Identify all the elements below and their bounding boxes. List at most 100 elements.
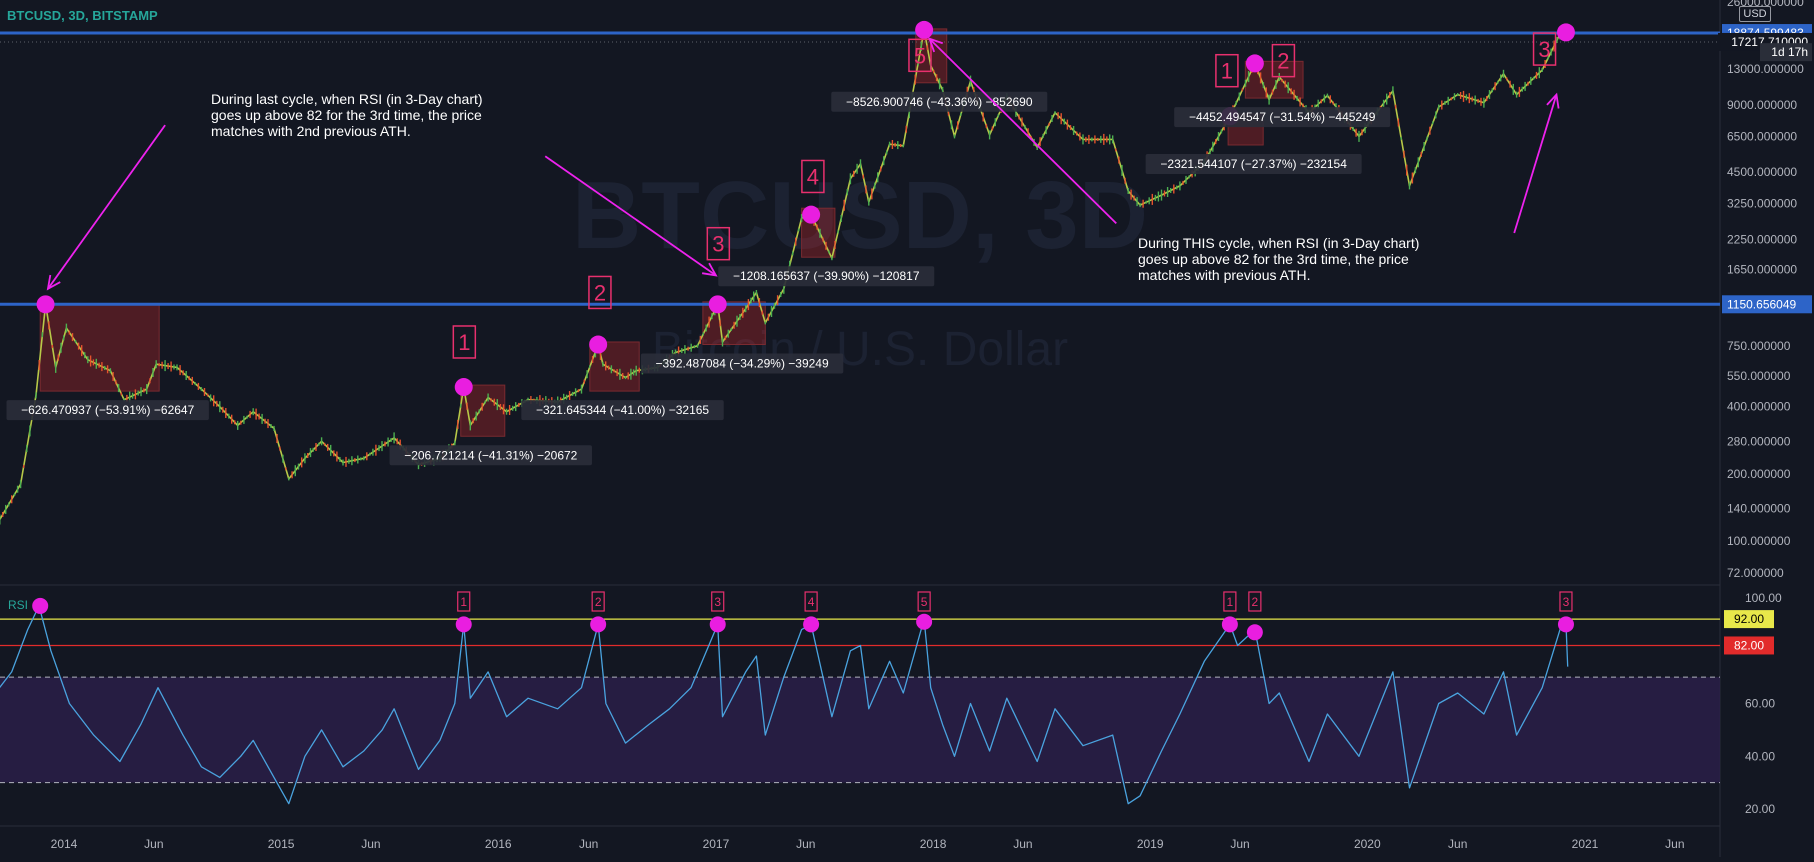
currency-badge[interactable]: USD <box>1739 6 1771 22</box>
time-axis-tick: 2020 <box>1354 837 1381 851</box>
rsi-peak-marker <box>916 613 933 630</box>
rsi-count-text: 3 <box>714 595 721 609</box>
price-axis-tick: 13000.000000 <box>1727 62 1804 76</box>
time-axis-tick: Jun <box>1665 837 1684 851</box>
price-tag-text: 1d 17h <box>1771 45 1808 59</box>
drawdown-label-bg <box>1174 107 1391 128</box>
count-label-box <box>1271 43 1296 78</box>
rsi-count-box <box>457 591 471 612</box>
drawdown-label: −8526.900746 (−43.36%) −852690 <box>846 95 1033 109</box>
drawdown-label-bg <box>521 400 724 421</box>
rsi-level-badge-text: 92.00 <box>1734 612 1764 626</box>
ath-peak-marker <box>1556 23 1575 42</box>
price-scale-bg <box>1720 0 1814 857</box>
price-tag-badge <box>1760 43 1812 62</box>
price-axis-tick: 400.000000 <box>1727 400 1791 414</box>
drawdown-label-bg <box>640 353 844 374</box>
annotation-arrow-shaft <box>1513 94 1558 234</box>
rsi-count-box <box>917 591 931 612</box>
count-label-box <box>1215 53 1239 88</box>
rsi-count-box <box>1248 591 1262 612</box>
time-axis-tick: Jun <box>1013 837 1032 851</box>
count-label-text: 1 <box>458 330 470 355</box>
annotation-note-left: During last cycle, when RSI (in 3-Day ch… <box>211 91 483 139</box>
rsi-level-badge-text: 82.00 <box>1734 638 1764 652</box>
rsi-count-box <box>1223 591 1237 612</box>
price-axis-tick: 140.000000 <box>1727 502 1791 516</box>
count-label-box <box>1532 32 1557 66</box>
time-axis-tick: 2019 <box>1137 837 1164 851</box>
ath-peak-marker <box>915 20 934 39</box>
time-axis-tick: Jun <box>1230 837 1249 851</box>
annotation-note-right: During THIS cycle, when RSI (in 3-Day ch… <box>1138 235 1420 283</box>
count-label-text: 5 <box>914 43 926 68</box>
annotation-arrow-shaft <box>47 124 166 290</box>
rsi-level-badge <box>1724 636 1774 655</box>
rsi-count-box <box>591 591 605 612</box>
rsi-peak-marker <box>1246 624 1263 641</box>
annotation-arrow-head <box>1546 92 1560 109</box>
price-axis-tick: 750.000000 <box>1727 339 1791 353</box>
ath-peak-marker <box>1245 54 1264 73</box>
time-axis-tick: 2015 <box>268 837 295 851</box>
rsi-count-box <box>711 591 725 612</box>
drawdown-label: −2321.544107 (−27.37%) −232154 <box>1160 157 1347 171</box>
time-axis-tick: 2014 <box>51 837 78 851</box>
time-axis-tick: Jun <box>579 837 598 851</box>
rsi-pane-title: RSI <box>8 598 28 612</box>
time-axis-tick: Jun <box>1448 837 1467 851</box>
count-label-box <box>908 38 932 73</box>
time-axis-tick: 2018 <box>920 837 947 851</box>
time-axis-tick: Jun <box>144 837 163 851</box>
annotation-arrow-shaft <box>544 155 717 277</box>
price-level-badge-text: 1150.656049 <box>1727 297 1797 311</box>
ath-peak-marker <box>802 205 821 224</box>
count-label-box <box>452 325 477 359</box>
rsi-count-text: 5 <box>921 595 928 609</box>
drawdown-label-bg <box>6 400 209 421</box>
rsi-axis-tick: 100.00 <box>1745 591 1782 605</box>
drawdown-label: −4452.494547 (−31.54%) −445249 <box>1189 110 1376 124</box>
rsi-series-line <box>0 605 1569 805</box>
drawdown-label: −321.645344 (−41.00%) −32165 <box>536 403 709 417</box>
rsi-level-badge <box>1724 610 1774 629</box>
rsi-axis-tick: 20.00 <box>1745 802 1775 816</box>
price-axis-tick: 200.000000 <box>1727 467 1791 481</box>
time-axis-tick: 2016 <box>485 837 512 851</box>
count-label-text: 3 <box>712 232 724 257</box>
price-axis-tick: 9000.000000 <box>1727 98 1797 112</box>
watermark-title: BTCUSD, 3D <box>572 162 1148 269</box>
price-axis-tick: 4500.000000 <box>1727 165 1797 179</box>
rsi-count-text: 4 <box>808 595 815 609</box>
count-label-text: 1 <box>1221 59 1233 84</box>
count-label-box <box>706 226 731 261</box>
annotation-arrow-head <box>928 37 944 53</box>
ath-peak-marker <box>454 378 473 397</box>
chart-header-symbol[interactable]: BTCUSD, 3D, BITSTAMP <box>7 8 158 23</box>
drawdown-label-bg <box>718 266 935 287</box>
drawdown-label-bg <box>389 445 592 466</box>
rsi-count-text: 1 <box>460 595 467 609</box>
price-axis-tick: 1650.000000 <box>1727 262 1797 276</box>
price-axis-tick: 72.000000 <box>1727 566 1784 580</box>
price-axis-tick: 280.000000 <box>1727 434 1791 448</box>
rsi-count-box <box>804 591 818 612</box>
rsi-peak-marker <box>803 616 820 633</box>
price-axis-tick: 550.000000 <box>1727 369 1791 383</box>
count-label-text: 4 <box>807 164 819 189</box>
time-axis-tick: 2021 <box>1572 837 1599 851</box>
ath-peak-marker <box>708 295 727 314</box>
drawdown-label-bg <box>1145 153 1362 174</box>
price-axis-tick: 3250.000000 <box>1727 197 1797 211</box>
annotation-arrow-head <box>701 262 718 277</box>
rsi-count-text: 2 <box>595 595 602 609</box>
rsi-band-fill <box>0 677 1720 783</box>
price-level-badge <box>1722 295 1812 314</box>
rsi-axis-tick: 60.00 <box>1745 697 1775 711</box>
time-axis-tick: Jun <box>796 837 815 851</box>
rsi-peak-marker <box>32 597 49 614</box>
drawdown-box <box>39 303 160 392</box>
drawdown-label: −392.487084 (−34.29%) −39249 <box>656 357 829 371</box>
